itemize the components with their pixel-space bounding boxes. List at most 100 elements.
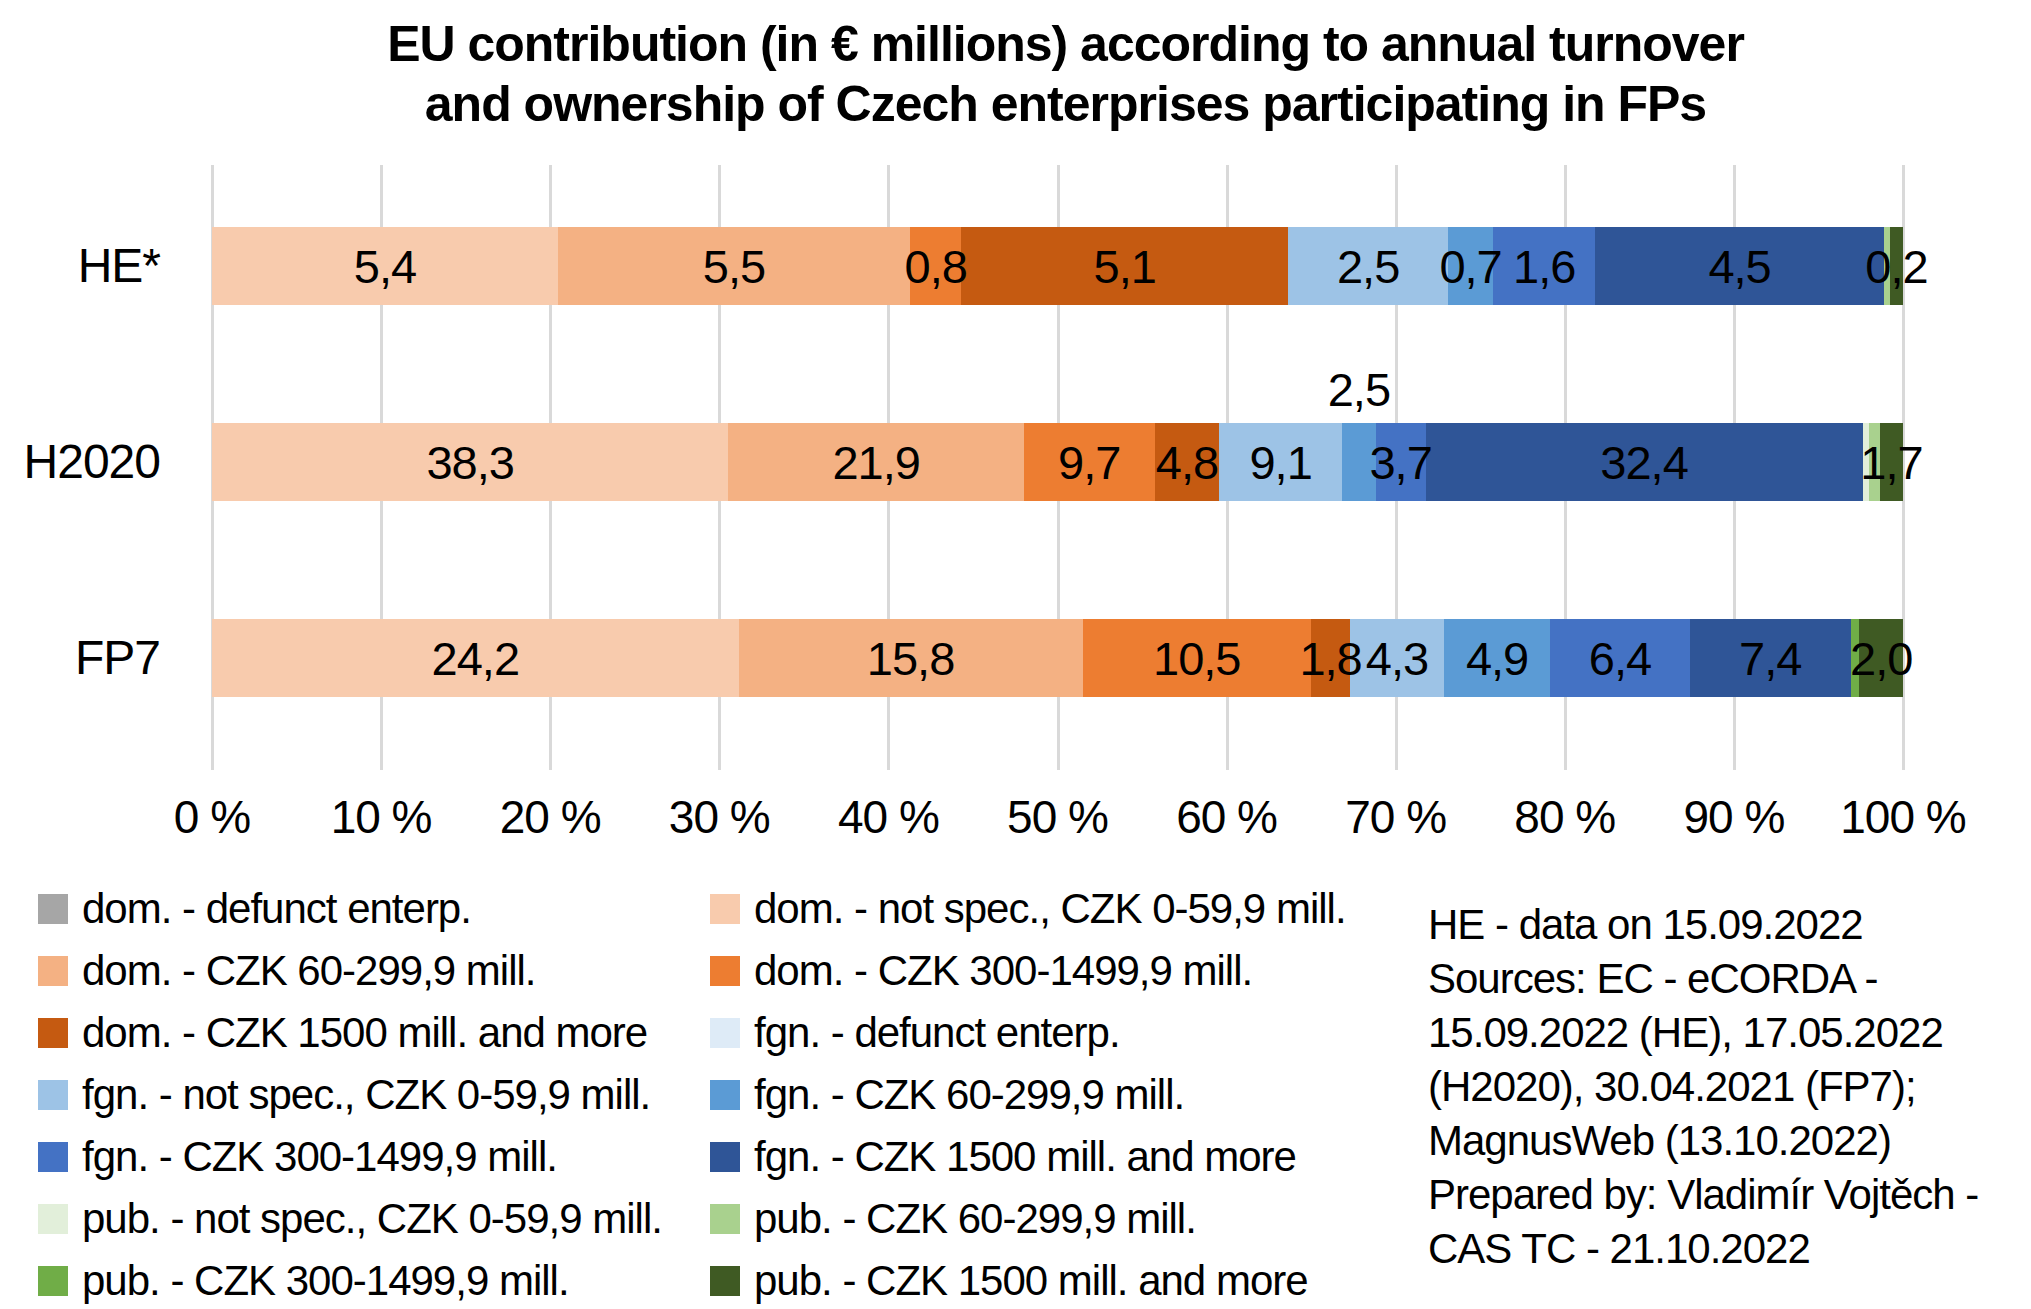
chart-notes: HE - data on 15.09.2022 Sources: EC - eC… [1428,898,2018,1276]
x-tick-label: 20 % [500,790,601,844]
legend-item: pub. - CZK 300-1499,9 mill. [38,1250,662,1309]
bar-value-label-above: 2,5 [1328,362,1390,417]
bar-row: 5,45,50,85,12,50,71,64,50,2 [212,227,1903,305]
bar-segment: 2,5 [1288,227,1448,305]
bar-segment: 1,8 [1311,619,1350,697]
bar-value-label: 1,7 [1860,435,1922,490]
legend-item: pub. - not spec., CZK 0-59,9 mill. [38,1188,662,1250]
bar-value-label: 6,4 [1589,631,1651,686]
legend-swatch [38,894,68,924]
bar-segment: 32,4 [1426,423,1863,501]
legend-item: dom. - defunct enterp. [38,878,662,940]
legend-swatch [38,1142,68,1172]
x-tick-label: 60 % [1176,790,1277,844]
legend-item: fgn. - defunct enterp. [710,1002,1346,1064]
bar-row: 38,321,99,74,89,12,53,732,41,7 [212,423,1903,501]
legend-label: dom. - defunct enterp. [82,885,471,933]
legend-swatch [38,1204,68,1234]
x-tick-label: 70 % [1345,790,1446,844]
bar-segment: 1,6 [1493,227,1595,305]
legend-label: dom. - CZK 300-1499,9 mill. [754,947,1252,995]
legend-item: fgn. - not spec., CZK 0-59,9 mill. [38,1064,662,1126]
x-tick-label: 0 % [174,790,250,844]
bar-segment: 9,1 [1219,423,1342,501]
bar-segment: 9,7 [1024,423,1155,501]
bar-segment: 21,9 [728,423,1023,501]
bar-value-label: 4,9 [1466,631,1528,686]
bar-segment: 7,4 [1690,619,1851,697]
legend-label: pub. - CZK 1500 mill. and more [754,1257,1308,1305]
bar-value-label: 1,8 [1299,631,1361,686]
bar-segment: 5,5 [558,227,910,305]
legend-item: pub. - CZK 1500 mill. and more [710,1250,1346,1309]
bar-segment: 15,8 [739,619,1083,697]
legend-column: dom. - defunct enterp. dom. - CZK 60-299,… [38,878,662,1309]
bar-value-label: 10,5 [1153,631,1240,686]
bar-value-label: 0,7 [1439,239,1501,294]
plot-area: 0 %10 %20 %30 %40 %50 %60 %70 %80 %90 %1… [212,165,1903,770]
bar-segment: 4,8 [1155,423,1220,501]
legend-swatch [710,1080,740,1110]
chart-title: EU contribution (in € millions) accordin… [130,14,2001,134]
legend-label: fgn. - CZK 60-299,9 mill. [754,1071,1184,1119]
bar-segment: 24,2 [212,619,739,697]
legend-label: pub. - CZK 300-1499,9 mill. [82,1257,569,1305]
bar-value-label: 0,2 [1865,239,1927,294]
bar-segment: 0,2 [1890,227,1903,305]
x-tick-label: 40 % [838,790,939,844]
bar-segment: 4,9 [1444,619,1551,697]
legend-item: fgn. - CZK 300-1499,9 mill. [38,1126,662,1188]
bar-value-label: 2,0 [1850,631,1912,686]
legend-swatch [710,1018,740,1048]
bar-value-label: 5,4 [354,239,416,294]
legend-swatch [38,956,68,986]
x-tick-label: 30 % [669,790,770,844]
legend-label: fgn. - CZK 300-1499,9 mill. [82,1133,557,1181]
legend-label: fgn. - not spec., CZK 0-59,9 mill. [82,1071,650,1119]
legend-label: dom. - CZK 1500 mill. and more [82,1009,647,1057]
bar-segment: 5,1 [961,227,1288,305]
legend-label: dom. - CZK 60-299,9 mill. [82,947,536,995]
bar-value-label: 38,3 [426,435,513,490]
bar-value-label: 0,8 [905,239,967,294]
legend-swatch [38,1080,68,1110]
bar-value-label: 1,6 [1513,239,1575,294]
bar-segment: 1,7 [1880,423,1903,501]
bar-segment: 38,3 [212,423,728,501]
bar-value-label: 9,1 [1249,435,1311,490]
bar-value-label: 4,5 [1708,239,1770,294]
bar-row: 24,2 15,8 10,5 1,84,3 4,9 6,4 7,4 2,0 [212,619,1903,697]
legend-label: pub. - CZK 60-299,9 mill. [754,1195,1196,1243]
legend-swatch [38,1018,68,1048]
bar-segment: 10,5 [1083,619,1312,697]
legend-label: pub. - not spec., CZK 0-59,9 mill. [82,1195,662,1243]
x-tick-label: 90 % [1683,790,1784,844]
bar-segment: 6,4 [1550,619,1689,697]
bar-value-label: 9,7 [1058,435,1120,490]
bar-segment: 4,3 [1350,619,1444,697]
category-label: FP7 [0,619,160,697]
legend-item: pub. - CZK 60-299,9 mill. [710,1188,1346,1250]
bar-segment: 0,7 [1448,227,1493,305]
bar-segment: 5,4 [212,227,558,305]
legend-item: dom. - not spec., CZK 0-59,9 mill. [710,878,1346,940]
bar-segment: 0,8 [910,227,961,305]
bar-segment: 4,5 [1595,227,1883,305]
legend-swatch [710,894,740,924]
bar-segment: 3,7 [1376,423,1426,501]
bar-value-label: 3,7 [1369,435,1431,490]
bar-segment: 2,0 [1859,619,1903,697]
legend-label: fgn. - CZK 1500 mill. and more [754,1133,1296,1181]
bar-value-label: 21,9 [832,435,919,490]
bar-value-label: 5,1 [1094,239,1156,294]
legend-label: fgn. - defunct enterp. [754,1009,1120,1057]
legend-swatch [710,1266,740,1296]
x-tick-label: 50 % [1007,790,1108,844]
bar-value-label: 24,2 [432,631,519,686]
legend-item: dom. - CZK 1500 mill. and more [38,1002,662,1064]
legend-item: fgn. - CZK 1500 mill. and more [710,1126,1346,1188]
bar-value-label: 7,4 [1739,631,1801,686]
legend-swatch [38,1266,68,1296]
legend-item: dom. - CZK 60-299,9 mill. [38,940,662,1002]
legend-column: dom. - not spec., CZK 0-59,9 mill. dom. -… [710,878,1346,1309]
